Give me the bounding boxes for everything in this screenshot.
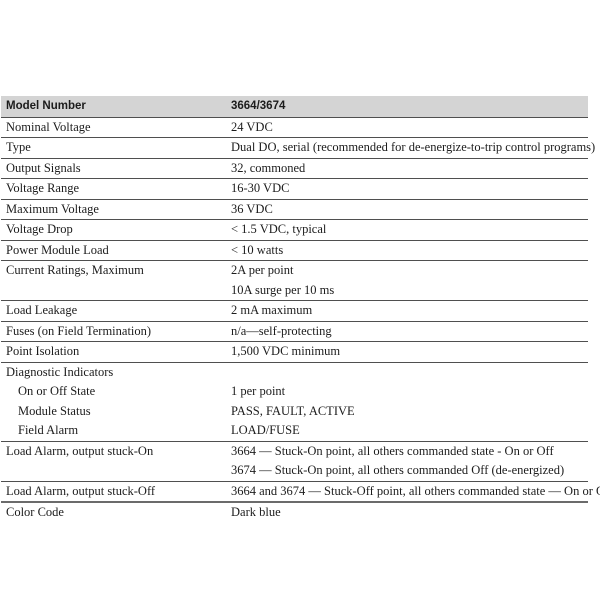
row-label: On or Off State bbox=[18, 384, 96, 398]
row-value: 3674 — Stuck-On point, all others comman… bbox=[231, 463, 565, 477]
row-label: Output Signals bbox=[6, 160, 81, 175]
table-row-group: Diagnostic Indicators On or Off State 1 … bbox=[1, 361, 588, 441]
row-label-cell: Load Alarm, output stuck-Off bbox=[1, 482, 231, 502]
header-value-cell: 3664/3674 bbox=[231, 96, 588, 117]
row-label: Power Module Load bbox=[6, 242, 109, 257]
row-label-cell: Nominal Voltage bbox=[1, 118, 231, 138]
row-label: Voltage Drop bbox=[6, 222, 73, 236]
row-label-cell: Output Signals bbox=[1, 159, 231, 179]
row-value: < 10 watts bbox=[231, 242, 284, 257]
row-label-cell: Point Isolation bbox=[1, 342, 231, 362]
row-label: Field Alarm bbox=[18, 423, 79, 437]
table-row: Load Leakage 2 mA maximum bbox=[1, 300, 588, 321]
table-row: Maximum Voltage 36 VDC bbox=[1, 198, 588, 220]
row-label-cell: On or Off State bbox=[1, 382, 231, 402]
header-value: 3664/3674 bbox=[231, 100, 286, 112]
row-value-cell: Dark blue bbox=[231, 503, 588, 523]
row-value: 3664 — Stuck-On point, all others comman… bbox=[231, 443, 554, 458]
row-label-cell: Type bbox=[1, 138, 231, 158]
table-row: Color Code Dark blue bbox=[1, 501, 588, 523]
row-value-cell: 2A per point 10A surge per 10 ms bbox=[231, 261, 588, 300]
row-label-cell: Maximum Voltage bbox=[1, 200, 231, 220]
row-value-cell: 1 per point bbox=[231, 382, 588, 402]
row-value-cell: n/a—self-protecting bbox=[231, 322, 588, 342]
table-row: Voltage Drop < 1.5 VDC, typical bbox=[1, 219, 588, 240]
row-value-cell: 2 mA maximum bbox=[231, 301, 588, 321]
row-label: Load Alarm, output stuck-Off bbox=[6, 483, 156, 498]
row-label: Voltage Range bbox=[6, 181, 80, 195]
row-value: LOAD/FUSE bbox=[231, 423, 300, 437]
row-value-cell: 36 VDC bbox=[231, 200, 588, 220]
row-value-cell: < 1.5 VDC, typical bbox=[231, 220, 588, 240]
row-value: 2 mA maximum bbox=[231, 303, 313, 317]
row-label-cell: Load Leakage bbox=[1, 301, 231, 321]
table-row: Power Module Load < 10 watts bbox=[1, 239, 588, 261]
row-label: Current Ratings, Maximum bbox=[6, 263, 144, 277]
row-value: 36 VDC bbox=[231, 201, 273, 216]
row-value: PASS, FAULT, ACTIVE bbox=[231, 403, 355, 418]
row-value-cell: 16-30 VDC bbox=[231, 179, 588, 199]
table-row: Load Alarm, output stuck-On 3664 — Stuck… bbox=[1, 440, 588, 481]
row-label-cell: Power Module Load bbox=[1, 241, 231, 261]
row-value: n/a—self-protecting bbox=[231, 323, 332, 338]
table-row: Fuses (on Field Termination) n/a—self-pr… bbox=[1, 320, 588, 342]
row-value: 32, commoned bbox=[231, 160, 306, 175]
table-subrow: Module Status PASS, FAULT, ACTIVE bbox=[1, 402, 588, 422]
row-value-cell: 3664 and 3674 — Stuck-Off point, all oth… bbox=[231, 482, 600, 502]
row-value-cell: LOAD/FUSE bbox=[231, 421, 588, 441]
table-row: Type Dual DO, serial (recommended for de… bbox=[1, 137, 595, 158]
row-label-cell: Fuses (on Field Termination) bbox=[1, 322, 231, 342]
row-label: Load Leakage bbox=[6, 303, 78, 317]
row-label-cell: Module Status bbox=[1, 402, 231, 422]
row-label: Type bbox=[6, 140, 31, 154]
row-value: 10A surge per 10 ms bbox=[231, 282, 335, 297]
row-label-cell: Field Alarm bbox=[1, 421, 231, 441]
row-label: Diagnostic Indicators bbox=[6, 364, 114, 379]
row-label-cell: Current Ratings, Maximum bbox=[1, 261, 231, 300]
row-value-cell bbox=[231, 363, 588, 383]
spec-table: Model Number 3664/3674 Nominal Voltage 2… bbox=[1, 96, 600, 523]
row-value-cell: 24 VDC bbox=[231, 118, 588, 138]
table-header-row: Model Number 3664/3674 bbox=[1, 96, 588, 117]
row-value: < 1.5 VDC, typical bbox=[231, 222, 327, 236]
table-row: Load Alarm, output stuck-Off 3664 and 36… bbox=[1, 480, 600, 502]
row-label-cell: Color Code bbox=[1, 503, 231, 523]
header-label: Model Number bbox=[6, 100, 86, 112]
group-title-row: Diagnostic Indicators bbox=[1, 363, 588, 383]
row-value: 1 per point bbox=[231, 384, 286, 398]
row-value: 3664 and 3674 — Stuck-Off point, all oth… bbox=[231, 483, 600, 498]
table-row: Output Signals 32, commoned bbox=[1, 157, 588, 179]
table-row: Current Ratings, Maximum 2A per point 10… bbox=[1, 260, 588, 300]
header-label-cell: Model Number bbox=[1, 96, 231, 117]
row-label-cell: Voltage Range bbox=[1, 179, 231, 199]
table-subrow: Field Alarm LOAD/FUSE bbox=[1, 421, 588, 441]
row-label-cell: Load Alarm, output stuck-On bbox=[1, 442, 231, 481]
row-label: Fuses (on Field Termination) bbox=[6, 323, 152, 338]
row-label: Module Status bbox=[18, 403, 91, 418]
row-label: Color Code bbox=[6, 505, 64, 519]
row-value-cell: < 10 watts bbox=[231, 241, 588, 261]
row-value: 2A per point bbox=[231, 263, 294, 277]
table-row: Point Isolation 1,500 VDC minimum bbox=[1, 341, 588, 362]
row-label: Load Alarm, output stuck-On bbox=[6, 443, 154, 458]
table-row: Voltage Range 16-30 VDC bbox=[1, 178, 588, 199]
row-value: 1,500 VDC minimum bbox=[231, 344, 341, 358]
row-label-cell: Diagnostic Indicators bbox=[1, 363, 231, 383]
row-label-cell: Voltage Drop bbox=[1, 220, 231, 240]
row-label: Maximum Voltage bbox=[6, 201, 99, 216]
row-value-cell: 1,500 VDC minimum bbox=[231, 342, 588, 362]
table-row: Nominal Voltage 24 VDC bbox=[1, 116, 588, 138]
row-value-cell: 3664 — Stuck-On point, all others comman… bbox=[231, 442, 588, 481]
row-value-cell: Dual DO, serial (recommended for de-ener… bbox=[231, 138, 595, 158]
row-label: Point Isolation bbox=[6, 344, 80, 358]
row-value: Dual DO, serial (recommended for de-ener… bbox=[231, 140, 596, 154]
row-value-cell: PASS, FAULT, ACTIVE bbox=[231, 402, 588, 422]
row-value-cell: 32, commoned bbox=[231, 159, 588, 179]
row-label: Nominal Voltage bbox=[6, 119, 91, 134]
row-value: Dark blue bbox=[231, 505, 281, 519]
row-value: 24 VDC bbox=[231, 119, 273, 134]
table-subrow: On or Off State 1 per point bbox=[1, 382, 588, 402]
row-value: 16-30 VDC bbox=[231, 181, 290, 195]
